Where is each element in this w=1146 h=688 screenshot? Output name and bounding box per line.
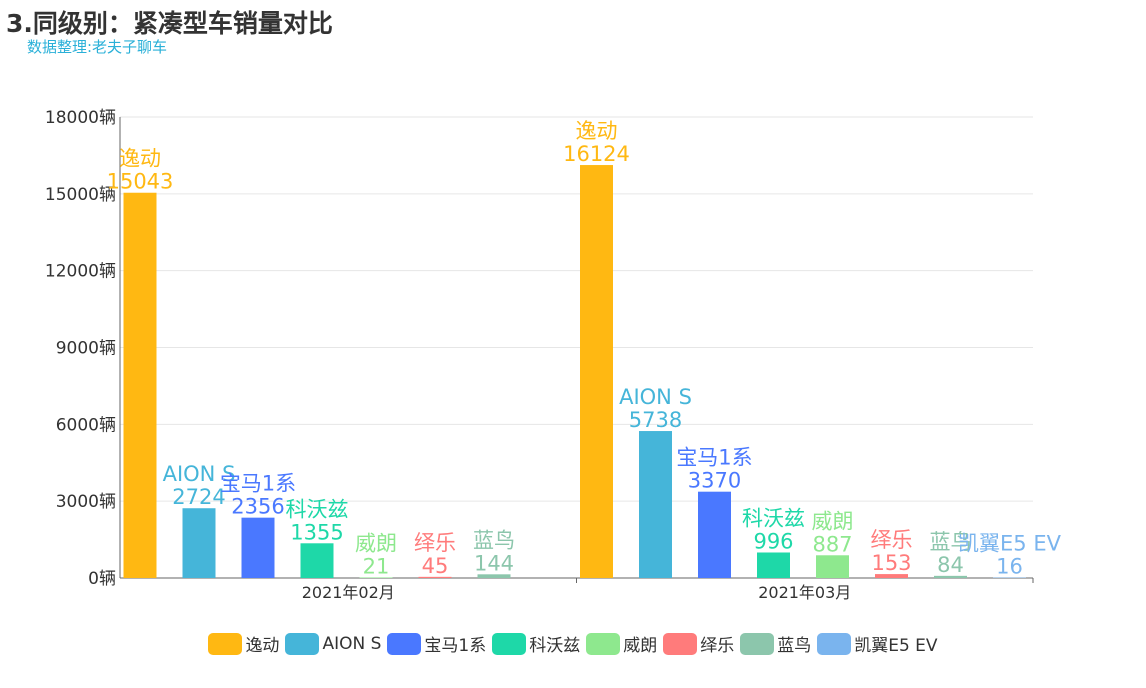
bar[interactable] [757, 552, 790, 578]
legend-swatch [492, 632, 527, 655]
bar[interactable] [934, 575, 967, 578]
y-tick-label: 9000辆 [56, 339, 116, 359]
legend-swatch [740, 632, 775, 655]
bar[interactable] [580, 165, 613, 578]
data-label: 996 [753, 529, 793, 553]
data-label: 2356 [231, 495, 284, 519]
series-label: 威朗 [355, 531, 397, 555]
legend-swatch [586, 632, 621, 655]
legend-label: 绎乐 [700, 636, 735, 656]
legend-label: 逸动 [245, 636, 280, 656]
y-tick-label: 15000辆 [45, 185, 116, 205]
data-label: 144 [474, 551, 514, 575]
bar[interactable] [698, 491, 731, 578]
legend-swatch [817, 632, 852, 655]
legend-item[interactable]: 绎乐 [663, 631, 734, 656]
data-label: 887 [812, 532, 852, 556]
legend-swatch [663, 632, 698, 655]
series-label: 威朗 [812, 509, 854, 533]
bar[interactable] [241, 517, 275, 578]
series-label: AION S [619, 385, 692, 409]
legend-swatch [387, 632, 422, 655]
bar[interactable] [477, 574, 511, 578]
bar[interactable] [639, 431, 672, 578]
y-tick-label: 0辆 [88, 569, 116, 589]
legend-item[interactable]: 宝马1系 [387, 631, 486, 656]
legend-label: 宝马1系 [424, 636, 487, 656]
bar[interactable] [418, 576, 452, 578]
chart-title: 3.同级别：紧凑型车销量对比 [6, 9, 333, 38]
data-label: 1355 [290, 520, 343, 544]
legend-label: AION S [322, 633, 382, 654]
series-label: 蓝鸟 [473, 528, 515, 552]
legend-label: 凯翼E5 EV [854, 636, 938, 656]
series-label: 科沃兹 [742, 506, 805, 530]
data-label: 153 [871, 551, 911, 575]
legend-label: 蓝鸟 [777, 636, 812, 656]
legend-item[interactable]: 凯翼E5 EV [817, 631, 938, 656]
x-tick-label: 2021年03月 [758, 583, 851, 602]
series-label: 绎乐 [414, 531, 456, 555]
legend-item[interactable]: 威朗 [586, 631, 657, 656]
bar[interactable] [875, 574, 908, 578]
series-label: 凯翼E5 EV [958, 532, 1062, 556]
data-label: 15043 [107, 170, 174, 194]
series-label: 宝马1系 [220, 472, 296, 496]
bar[interactable] [816, 555, 849, 578]
bar[interactable] [300, 543, 334, 578]
legend-swatch [285, 632, 320, 655]
data-label: 45 [422, 554, 449, 578]
series-label: 蓝鸟 [930, 530, 972, 554]
series-label: AION S [163, 462, 236, 486]
data-label: 84 [937, 553, 964, 577]
legend-label: 科沃兹 [529, 636, 581, 656]
data-label: 3370 [688, 469, 741, 493]
bar[interactable] [359, 577, 393, 578]
y-tick-label: 6000辆 [56, 415, 116, 435]
data-label: 5738 [629, 408, 682, 432]
series-label: 科沃兹 [286, 497, 349, 521]
legend-label: 威朗 [623, 636, 658, 656]
y-tick-label: 3000辆 [56, 492, 116, 512]
y-tick-label: 12000辆 [45, 262, 116, 282]
legend-item[interactable]: 科沃兹 [492, 631, 580, 656]
data-label: 2724 [172, 485, 225, 509]
legend-item[interactable]: 逸动 [208, 631, 279, 656]
bar[interactable] [123, 192, 157, 578]
y-tick-label: 18000辆 [45, 108, 116, 128]
legend-item[interactable]: AION S [285, 631, 381, 656]
series-label: 逸动 [576, 119, 618, 143]
data-label: 16 [996, 555, 1023, 579]
data-label: 16124 [563, 142, 630, 166]
series-label: 逸动 [119, 147, 161, 171]
legend-item[interactable]: 蓝鸟 [740, 631, 811, 656]
series-label: 宝马1系 [676, 446, 752, 470]
bar[interactable] [182, 508, 216, 578]
chart-subtitle: 数据整理:老夫子聊车 [27, 38, 168, 56]
series-label: 绎乐 [871, 528, 913, 552]
legend-swatch [208, 632, 243, 655]
data-label: 21 [363, 554, 390, 578]
legend: 逸动 AION S 宝马1系 科沃兹 威朗 绎乐 蓝鸟 凯翼E5 EV [0, 631, 1146, 656]
x-tick-label: 2021年02月 [302, 583, 395, 602]
